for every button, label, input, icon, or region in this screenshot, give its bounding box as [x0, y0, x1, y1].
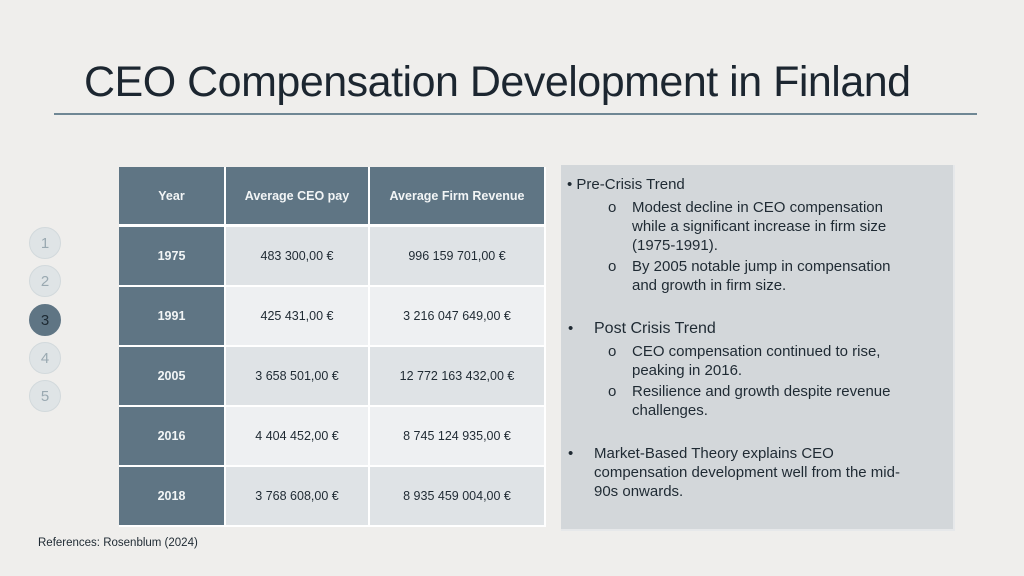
pre-crisis-point-1-line-1: Modest decline in CEO compensation [632, 199, 883, 216]
table-row: 1991 425 431,00 € 3 216 047 649,00 € [119, 287, 546, 347]
post-crisis-point-1-line-2: peaking in 2016. [632, 362, 743, 379]
market-theory-line-1: Market-Based Theory explains CEO [594, 445, 834, 462]
pre-crisis-point-1-line-3: (1975-1991). [632, 237, 718, 254]
compensation-table: Year Average CEO pay Average Firm Revenu… [119, 167, 546, 527]
pre-crisis-heading: • Pre-Crisis Trend [567, 176, 685, 193]
cell-year: 2005 [119, 347, 226, 407]
pre-crisis-point-2-line-1: By 2005 notable jump in compensation [632, 258, 891, 275]
post-crisis-point-1-line-1: CEO compensation continued to rise, [632, 343, 881, 360]
post-crisis-heading: Post Crisis Trend [594, 320, 716, 337]
header-year: Year [119, 167, 226, 227]
sub-bullet-marker: o [608, 343, 617, 360]
slide-nav-5[interactable]: 5 [29, 380, 61, 412]
cell-year: 2018 [119, 467, 226, 527]
sub-bullet-marker: o [608, 199, 617, 216]
table-row: 2005 3 658 501,00 € 12 772 163 432,00 € [119, 347, 546, 407]
slide-nav-1[interactable]: 1 [29, 227, 61, 259]
cell-ceo-pay: 4 404 452,00 € [226, 407, 370, 467]
header-firm-revenue: Average Firm Revenue [370, 167, 546, 227]
market-theory-line-3: 90s onwards. [594, 483, 684, 500]
sub-bullet-marker: o [608, 383, 617, 400]
table-row: 2018 3 768 608,00 € 8 935 459 004,00 € [119, 467, 546, 527]
header-ceo-pay: Average CEO pay [226, 167, 370, 227]
cell-year: 1975 [119, 227, 226, 287]
slide-nav-2[interactable]: 2 [29, 265, 61, 297]
cell-firm-revenue: 8 745 124 935,00 € [370, 407, 546, 467]
cell-ceo-pay: 3 658 501,00 € [226, 347, 370, 407]
cell-firm-revenue: 12 772 163 432,00 € [370, 347, 546, 407]
pre-crisis-point-1-line-2: while a significant increase in firm siz… [632, 218, 887, 235]
cell-ceo-pay: 425 431,00 € [226, 287, 370, 347]
title-divider [54, 113, 977, 115]
slide-nav-3[interactable]: 3 [29, 304, 61, 336]
notes-panel: • Pre-Crisis Trend o Modest decline in C… [561, 165, 955, 531]
table-header-row: Year Average CEO pay Average Firm Revenu… [119, 167, 546, 227]
pre-crisis-point-2-line-2: and growth in firm size. [632, 277, 787, 294]
cell-firm-revenue: 3 216 047 649,00 € [370, 287, 546, 347]
market-theory-line-2: compensation development well from the m… [594, 464, 900, 481]
bullet-marker: • [568, 320, 574, 337]
bullet-marker: • [568, 445, 574, 462]
slide-title: CEO Compensation Development in Finland [84, 58, 911, 106]
cell-year: 2016 [119, 407, 226, 467]
references-footnote: References: Rosenblum (2024) [38, 537, 198, 549]
cell-firm-revenue: 8 935 459 004,00 € [370, 467, 546, 527]
cell-ceo-pay: 3 768 608,00 € [226, 467, 370, 527]
table-row: 2016 4 404 452,00 € 8 745 124 935,00 € [119, 407, 546, 467]
cell-year: 1991 [119, 287, 226, 347]
slide-nav-4[interactable]: 4 [29, 342, 61, 374]
cell-ceo-pay: 483 300,00 € [226, 227, 370, 287]
cell-firm-revenue: 996 159 701,00 € [370, 227, 546, 287]
sub-bullet-marker: o [608, 258, 617, 275]
table-row: 1975 483 300,00 € 996 159 701,00 € [119, 227, 546, 287]
post-crisis-point-2-line-2: challenges. [632, 402, 708, 419]
post-crisis-point-2-line-1: Resilience and growth despite revenue [632, 383, 891, 400]
